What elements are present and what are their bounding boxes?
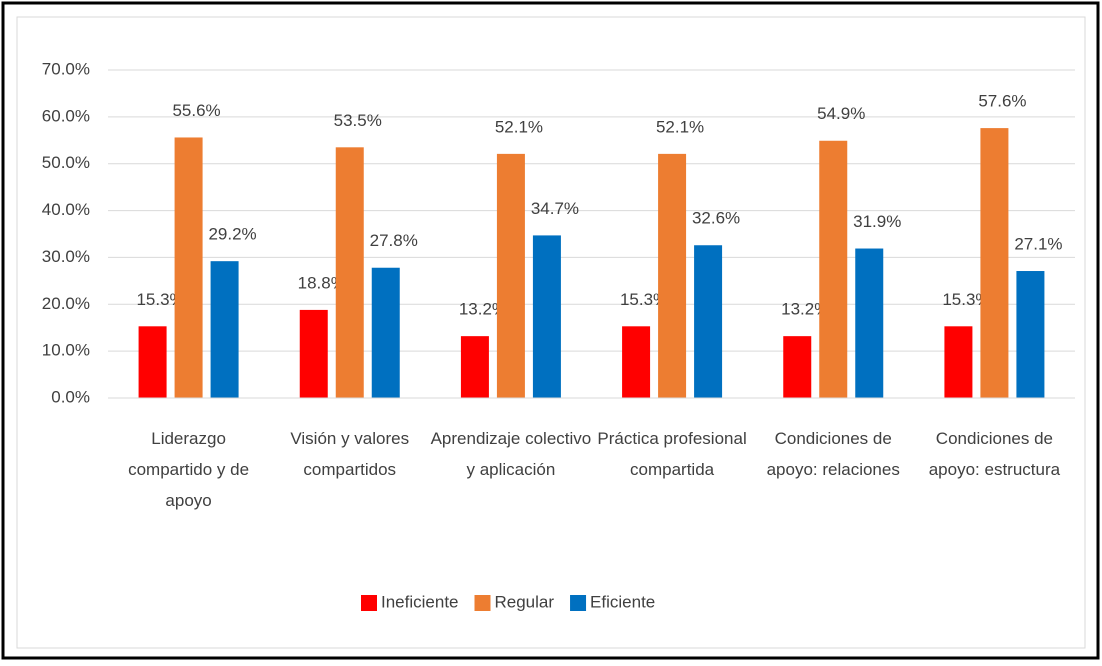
data-label: 15.3% <box>942 290 990 309</box>
x-label-box: Visión y valores compartidos <box>290 429 410 479</box>
data-label: 55.6% <box>172 101 220 120</box>
bar <box>532 235 561 398</box>
data-label: 31.9% <box>853 212 901 231</box>
x-tick-label: Aprendizaje colectivo y aplicación <box>430 429 592 479</box>
data-label: 13.2% <box>781 300 829 319</box>
bar <box>694 245 723 398</box>
y-tick-label: 10.0% <box>42 341 90 360</box>
y-tick-label: 30.0% <box>42 247 90 266</box>
legend-label: Eficiente <box>590 592 655 611</box>
bar <box>622 326 651 398</box>
data-label: 57.6% <box>978 92 1026 111</box>
y-tick-label: 20.0% <box>42 294 90 313</box>
bar <box>138 326 167 398</box>
bar <box>658 153 687 398</box>
data-label: 29.2% <box>208 225 256 244</box>
legend-label: Ineficiente <box>381 592 459 611</box>
data-label: 18.8% <box>298 273 346 292</box>
y-tick-label: 40.0% <box>42 200 90 219</box>
y-tick-label: 50.0% <box>42 153 90 172</box>
x-tick-label: Condiciones de apoyo: estructura <box>928 429 1061 479</box>
data-label: 15.3% <box>136 290 184 309</box>
x-label-box: Condiciones de apoyo: estructura <box>928 429 1061 479</box>
chart-border <box>16 16 1086 649</box>
data-label: 15.3% <box>620 290 668 309</box>
y-tick-label: 0.0% <box>51 387 90 406</box>
bar <box>335 147 364 398</box>
data-label: 54.9% <box>817 104 865 123</box>
data-label: 52.1% <box>495 117 543 136</box>
legend-label: Regular <box>495 592 555 611</box>
bar <box>944 326 973 398</box>
x-tick-label: Liderazgo compartido y de apoyo <box>128 429 250 510</box>
data-label: 34.7% <box>531 199 579 218</box>
bar <box>371 267 400 398</box>
data-label: 27.8% <box>370 231 418 250</box>
data-label: 27.1% <box>1014 235 1062 254</box>
bar <box>819 140 848 399</box>
x-tick-label: Práctica profesional compartida <box>597 429 747 479</box>
data-label: 32.6% <box>692 209 740 228</box>
x-label-box: Práctica profesional compartida <box>597 429 747 479</box>
bar <box>210 261 239 398</box>
bar <box>1016 271 1045 398</box>
data-label: 52.1% <box>656 117 704 136</box>
y-tick-label: 60.0% <box>42 106 90 125</box>
legend-swatch <box>474 595 491 611</box>
x-label-box: Aprendizaje colectivo y aplicación <box>430 429 592 479</box>
bar <box>496 153 525 398</box>
legend-swatch <box>570 595 587 611</box>
data-label: 53.5% <box>334 111 382 130</box>
legend-swatch <box>361 595 377 611</box>
y-tick-label: 70.0% <box>42 59 90 78</box>
bar <box>174 137 203 398</box>
bar <box>980 128 1009 399</box>
data-label: 13.2% <box>459 300 507 319</box>
bar <box>299 309 328 398</box>
x-tick-label: Visión y valores compartidos <box>290 429 410 479</box>
x-label-box: Condiciones de apoyo: relaciones <box>766 429 900 479</box>
x-label-box: Liderazgo compartido y de apoyo <box>128 429 250 510</box>
bar <box>460 336 489 398</box>
bar <box>783 336 812 398</box>
x-tick-label: Condiciones de apoyo: relaciones <box>766 429 900 479</box>
bar <box>855 248 884 398</box>
